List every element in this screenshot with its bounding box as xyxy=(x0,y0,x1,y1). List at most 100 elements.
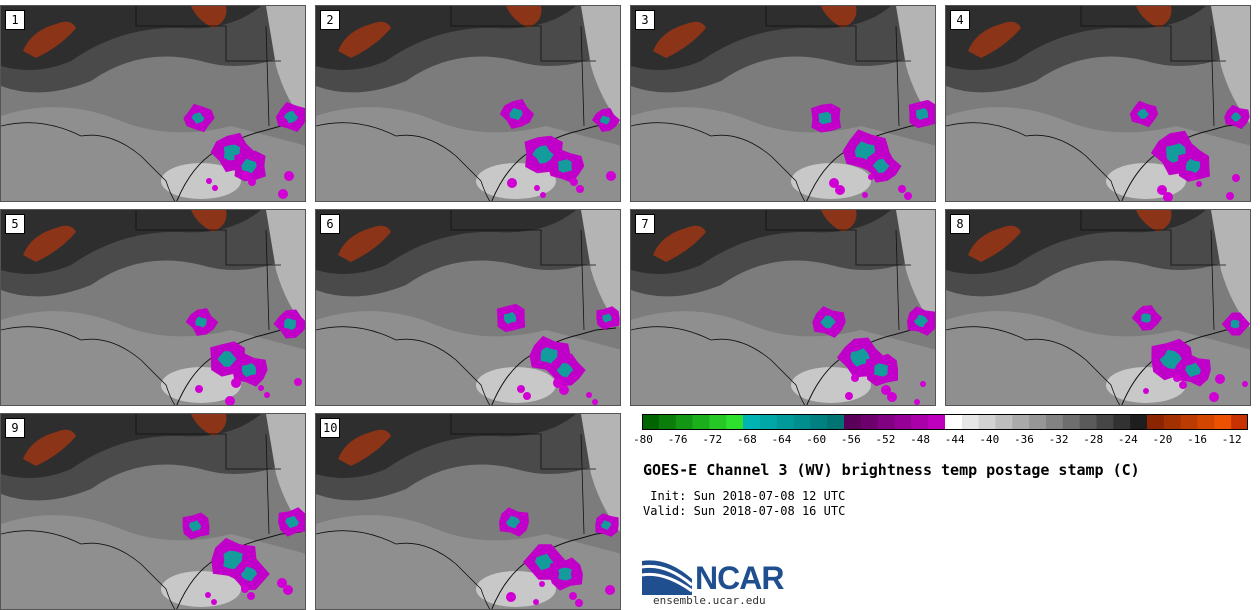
convective-speckle xyxy=(898,185,906,193)
colorbar-segment xyxy=(928,414,946,430)
panel-number: 3 xyxy=(635,10,655,30)
colorbar-tick-label: -80 xyxy=(633,433,653,446)
state-border-east xyxy=(895,229,900,331)
convective-speckle xyxy=(195,385,203,393)
colorbar-segment xyxy=(961,414,980,430)
colorbar-segment xyxy=(1214,414,1232,430)
convective-speckle xyxy=(225,396,235,405)
postage-stamp-panel: 2 xyxy=(315,5,621,202)
convective-speckle xyxy=(569,592,577,600)
convective-speckle xyxy=(539,581,545,587)
convective-speckle xyxy=(1209,392,1219,402)
dry-slot-north xyxy=(821,210,857,232)
colorbar-segment xyxy=(1130,414,1148,430)
state-border-east xyxy=(895,25,900,127)
colorbar-tick-label: -32 xyxy=(1048,433,1069,446)
colorbar-tick-label: -24 xyxy=(1117,433,1138,446)
postage-stamp-panel: 4 xyxy=(945,5,1251,202)
moist-plume xyxy=(896,210,935,328)
state-border-east xyxy=(580,25,585,127)
convective-speckle xyxy=(862,192,868,198)
colorbar-tick-label: -20 xyxy=(1152,433,1173,446)
colorbar-segment xyxy=(1147,414,1165,430)
cold-cloud-top xyxy=(558,159,572,173)
wv-map xyxy=(1,210,305,405)
convective-speckle xyxy=(294,378,302,386)
cold-cloud-top xyxy=(284,318,296,330)
cold-cloud-top xyxy=(217,351,237,367)
state-border-east xyxy=(265,229,270,331)
convective-speckle xyxy=(576,185,584,193)
wv-map xyxy=(631,6,935,201)
moist-plume xyxy=(581,6,620,124)
cold-cloud-top xyxy=(241,362,257,378)
convective-speckle xyxy=(1196,181,1202,187)
cold-cloud-top xyxy=(241,158,257,174)
state-border-east xyxy=(1210,229,1215,331)
convective-speckle xyxy=(592,399,598,405)
postage-stamp-panel: 8 xyxy=(945,209,1251,406)
panel-number: 1 xyxy=(5,10,25,30)
border-river xyxy=(316,326,491,405)
moist-patch xyxy=(161,163,241,199)
moist-plume xyxy=(1211,6,1250,124)
dry-slot-north xyxy=(191,6,227,28)
convective-speckle xyxy=(835,185,845,195)
moist-plume xyxy=(1211,210,1250,328)
dry-slot-west xyxy=(338,429,391,466)
colorbar-segment xyxy=(810,414,828,430)
panel-number: 7 xyxy=(635,214,655,234)
moist-plume xyxy=(266,6,305,124)
wv-map xyxy=(946,210,1250,405)
cold-cloud-top xyxy=(1141,313,1151,323)
panel-number: 9 xyxy=(5,418,25,438)
moist-patch xyxy=(476,367,556,403)
cold-cloud-top xyxy=(188,520,202,532)
postage-stamp-panel: 3 xyxy=(630,5,936,202)
convective-speckle xyxy=(278,189,288,199)
cold-cloud-top xyxy=(600,115,610,125)
convective-speckle xyxy=(1163,192,1173,201)
colorbar-segment xyxy=(709,414,727,430)
wv-map xyxy=(316,414,620,609)
state-border xyxy=(135,6,281,62)
state-border-east xyxy=(580,433,585,535)
wv-map xyxy=(631,210,935,405)
colorbar-tick-label: -12 xyxy=(1221,433,1242,446)
colorbar-segment xyxy=(793,414,811,430)
convective-speckle xyxy=(507,178,517,188)
convective-speckle xyxy=(1232,174,1240,182)
colorbar-segment xyxy=(692,414,710,430)
convective-speckle xyxy=(829,178,839,188)
colorbar-segment xyxy=(978,414,996,430)
colorbar-segment xyxy=(759,414,778,430)
border-river xyxy=(1,326,176,405)
colorbar-segment xyxy=(1096,414,1114,430)
valid-time: Valid: Sun 2018-07-08 16 UTC xyxy=(643,504,846,518)
colorbar-tick-label: -40 xyxy=(979,433,1000,446)
moist-patch xyxy=(161,571,241,607)
cold-cloud-top xyxy=(1230,112,1242,122)
border-river xyxy=(1,530,176,609)
colorbar-tick-label: -56 xyxy=(840,433,861,446)
moist-plume xyxy=(266,414,305,532)
logo-url: ensemble.ucar.edu xyxy=(653,594,766,607)
dry-slot-west xyxy=(653,225,706,262)
moist-plume xyxy=(581,210,620,328)
convective-speckle xyxy=(1215,374,1225,384)
colorbar-segment xyxy=(1029,414,1047,430)
dry-slot-north xyxy=(821,6,857,28)
state-border xyxy=(450,210,596,266)
dry-slot-west xyxy=(968,225,1021,262)
cold-cloud-top xyxy=(503,311,517,325)
convective-speckle xyxy=(284,171,294,181)
convective-speckle xyxy=(887,392,897,402)
convective-speckle xyxy=(570,178,578,186)
dry-slot-north xyxy=(1136,6,1172,28)
colorbar-segment xyxy=(1046,414,1064,430)
colorbar-tick-label: -60 xyxy=(806,433,827,446)
postage-stamp-panel: 6 xyxy=(315,209,621,406)
dry-slot-west xyxy=(338,21,391,58)
convective-speckle xyxy=(559,385,569,395)
border-river xyxy=(1,122,176,201)
